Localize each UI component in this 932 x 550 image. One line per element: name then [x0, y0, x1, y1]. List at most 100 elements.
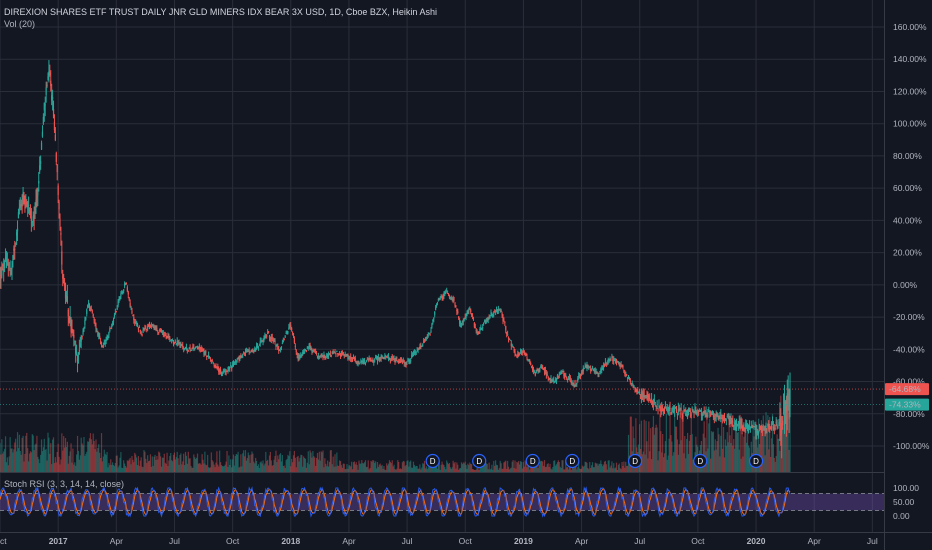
volume-bar [591, 462, 594, 472]
candle-body [374, 359, 376, 361]
volume-bar [216, 451, 218, 472]
volume-bar [655, 424, 657, 472]
volume-bar [423, 463, 425, 472]
candle-body [455, 305, 457, 307]
volume-bar [707, 448, 709, 472]
volume-bar [179, 454, 181, 472]
volume-bar [454, 461, 456, 472]
candle-body [309, 344, 311, 348]
candle-body [653, 399, 655, 402]
volume-bar [578, 468, 581, 472]
dividend-marker-icon[interactable] [565, 453, 580, 469]
candle-body [194, 347, 196, 349]
dividend-marker-icon[interactable] [525, 453, 540, 469]
candle-body [740, 421, 742, 424]
price-tick-label: -40.00% [893, 344, 925, 354]
time-axis[interactable]: Oct2017AprJulOct2018AprJulOct2019AprJulO… [0, 536, 878, 546]
candle-body [85, 317, 87, 320]
volume-bar [148, 460, 151, 472]
dividend-marker-icon[interactable] [748, 453, 764, 469]
volume-bar [58, 456, 60, 472]
candle-body [214, 365, 216, 367]
volume-bar [444, 467, 446, 472]
candle-body [119, 299, 121, 301]
candle-body [516, 356, 518, 358]
dividend-marker-icon[interactable] [693, 453, 708, 469]
candle-body [5, 257, 8, 259]
candle-body [727, 417, 729, 419]
volume-bar [72, 448, 74, 472]
candle-body [303, 352, 305, 354]
volume-bar [67, 463, 69, 472]
candle-body [61, 251, 63, 265]
candle-body [447, 294, 450, 296]
volume-bar [545, 466, 547, 472]
volume-bar [722, 427, 725, 472]
dividend-marker-icon[interactable] [425, 453, 440, 469]
volume-bar [497, 469, 499, 472]
volume-bar [156, 456, 158, 472]
candle-body [102, 345, 104, 347]
candle-body [208, 356, 211, 358]
candle-body [596, 371, 598, 374]
candle-body [88, 305, 91, 308]
volume-bar [779, 450, 781, 472]
candle-body [9, 269, 11, 272]
candle-body [499, 309, 501, 311]
candle-body [337, 353, 339, 355]
candle-body [777, 427, 779, 429]
candle-body [398, 362, 400, 364]
candle-body [395, 357, 397, 360]
candle-body [137, 327, 140, 330]
volume-bar [99, 452, 101, 472]
candle-body [595, 371, 597, 373]
candle-body [667, 412, 669, 414]
candle-body [254, 348, 256, 351]
volume-bar [164, 462, 166, 472]
candle-body [174, 342, 176, 344]
candle-body [109, 328, 111, 331]
candle-body [358, 363, 360, 365]
volume-bar [52, 437, 55, 472]
candle-body [630, 383, 632, 385]
candle-body [639, 396, 642, 399]
volume-bar [330, 450, 332, 472]
candle-body [68, 317, 70, 324]
candle-body [589, 366, 591, 368]
candle-body [466, 313, 468, 316]
volume-bar [743, 436, 745, 472]
candle-body [8, 269, 10, 271]
candle-body [10, 268, 12, 270]
volume-bar [411, 467, 414, 472]
candle-body [249, 351, 251, 353]
volume-bar [133, 462, 135, 472]
volume-bar [558, 461, 560, 472]
volume-bar [455, 468, 457, 472]
candle-body [226, 370, 228, 372]
volume-bar [95, 439, 97, 472]
candle-body [298, 356, 300, 359]
candle-body [665, 408, 667, 410]
candle-body [538, 370, 540, 372]
volume-bar [509, 468, 511, 472]
volume-bar [769, 417, 771, 472]
volume-bar [231, 459, 234, 472]
candle-body [507, 334, 509, 336]
volume-bar [376, 462, 379, 472]
candle-body [659, 407, 661, 409]
dividend-marker-icon[interactable] [627, 453, 643, 469]
candle-body [578, 374, 581, 376]
volume-bar [753, 436, 755, 472]
volume-bar [587, 467, 589, 472]
dividend-marker-icon[interactable] [472, 453, 487, 469]
volume-bar [688, 440, 691, 472]
price-axis[interactable]: 160.00%140.00%120.00%100.00%80.00%60.00%… [893, 22, 930, 521]
volume-bar [691, 434, 693, 472]
candle-body [564, 376, 566, 378]
volume-bar [443, 465, 445, 472]
volume-bar [616, 469, 619, 472]
candle-body [381, 355, 383, 357]
volume-bar [775, 455, 777, 472]
